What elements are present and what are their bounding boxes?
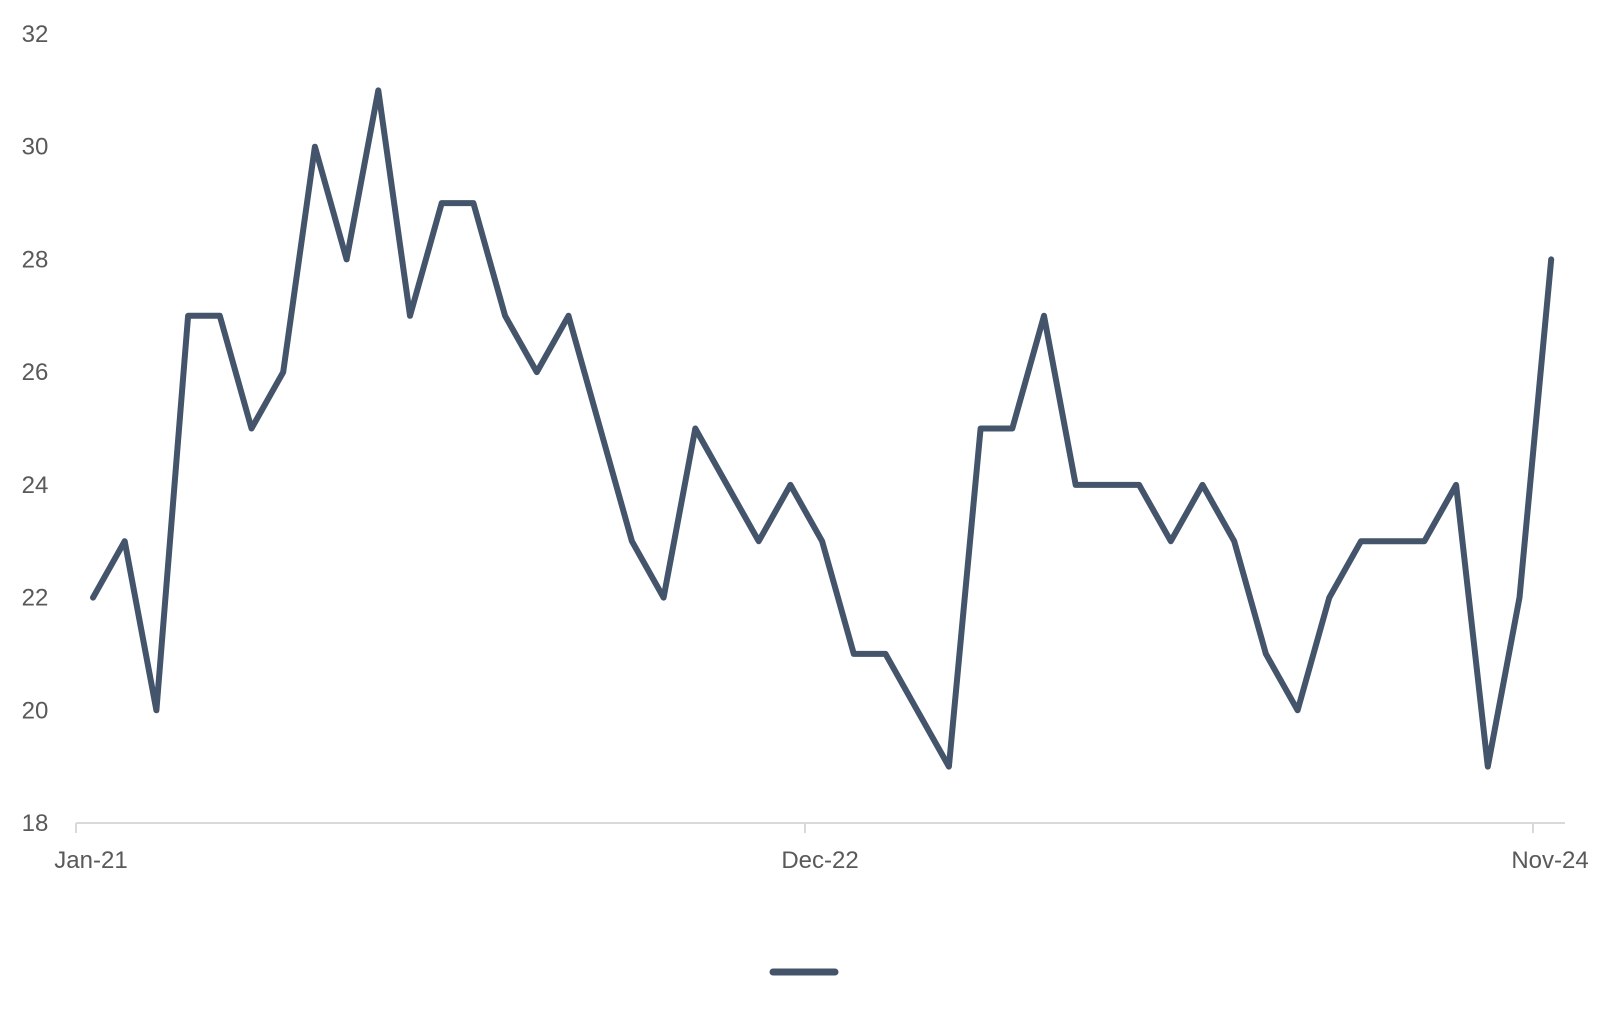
y-tick-label-28: 28: [22, 246, 49, 273]
x-tick-label-dec-22: Dec-22: [781, 847, 858, 874]
y-tick-label-20: 20: [22, 697, 49, 724]
x-tick-label-nov-24: Nov-24: [1511, 847, 1588, 874]
series-line-1: [90, 87, 1555, 770]
y-tick-label-26: 26: [22, 359, 49, 386]
series-group: [90, 87, 1555, 770]
y-tick-label-22: 22: [22, 585, 49, 612]
x-axis-tick-labels: Jan-21 Dec-22 Nov-24: [54, 847, 1588, 874]
x-tick-label-jan-21: Jan-21: [54, 847, 127, 874]
y-tick-label-24: 24: [22, 472, 49, 499]
y-tick-label-30: 30: [22, 134, 49, 161]
y-tick-label-18: 18: [22, 810, 49, 837]
y-axis-tick-labels: 18 20 22 24 26 28 30 32: [22, 21, 49, 837]
y-tick-label-32: 32: [22, 21, 49, 48]
x-axis-ticks: [75, 823, 1534, 833]
